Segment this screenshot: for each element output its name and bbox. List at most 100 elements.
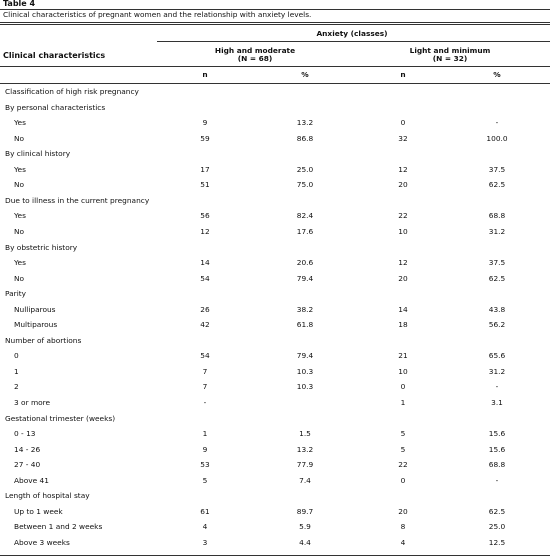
cell: 26	[200, 304, 210, 314]
rule	[0, 9, 550, 10]
cell: 13.2	[296, 444, 314, 454]
cell: 56	[200, 211, 210, 221]
cell: 1.5	[299, 429, 311, 439]
cell: -	[495, 118, 499, 128]
section-label: Number of abortions	[5, 335, 82, 345]
cell: 10	[398, 226, 408, 236]
cell: -	[203, 398, 207, 407]
section-label: Parity	[5, 289, 27, 299]
column-header: n	[400, 70, 406, 79]
cell: 53	[200, 460, 210, 470]
cell: 9	[202, 118, 208, 128]
section-label: Length of hospital stay	[5, 491, 90, 501]
row-label: Up to 1 week	[14, 506, 63, 516]
group-name: High and moderate	[214, 46, 296, 55]
cell: 0	[400, 118, 406, 128]
table-label: Table 4	[3, 0, 36, 8]
rule	[0, 66, 550, 67]
rule	[0, 24, 550, 25]
cell: 61.8	[296, 320, 314, 330]
cell: 25.0	[296, 164, 314, 174]
cell: 62.5	[488, 273, 506, 283]
cell: 10.3	[296, 382, 314, 392]
cell: 79.4	[296, 351, 314, 361]
cell: 79.4	[296, 273, 314, 283]
cell: 7	[202, 366, 208, 376]
row-label: No	[14, 180, 25, 190]
cell: 15.6	[488, 444, 506, 454]
row-label: 1	[14, 366, 19, 376]
cell: 22	[398, 211, 408, 221]
row-label: 27 - 40	[14, 460, 41, 470]
cell: 65.6	[488, 351, 506, 361]
section-label: Classification of high risk pregnancy	[5, 87, 139, 96]
cell: 86.8	[296, 133, 314, 143]
cell: 10.3	[296, 366, 314, 376]
section-label: By clinical history	[5, 149, 71, 159]
cell: 37.5	[488, 164, 506, 174]
cell: 25.0	[488, 522, 506, 532]
cell: 51	[200, 180, 210, 190]
cell: 20.6	[296, 258, 314, 268]
cell: 61	[200, 506, 210, 516]
cell: 14	[200, 258, 210, 268]
cell: 13.2	[296, 118, 314, 128]
section-label: By obstetric history	[5, 242, 78, 252]
column-header: n	[202, 70, 208, 79]
cell: 62.5	[488, 506, 506, 516]
cell: 54	[200, 273, 210, 283]
cell: 4	[400, 537, 406, 547]
row-label: Above 41	[14, 475, 49, 485]
cell: 38.2	[296, 304, 314, 314]
caption: Clinical characteristics of pregnant wom…	[3, 10, 312, 19]
cell: 62.5	[488, 180, 506, 190]
row-label: 0 - 13	[14, 429, 36, 439]
cell: 32	[398, 133, 408, 143]
row-label: No	[14, 226, 25, 236]
stub-header: Clinical characteristics	[3, 51, 106, 60]
row-label: Yes	[14, 164, 26, 174]
cell: 12	[398, 164, 408, 174]
row-label: Yes	[14, 258, 26, 268]
cell: 14	[398, 304, 408, 314]
cell: 37.5	[488, 258, 506, 268]
cell: 68.8	[488, 211, 506, 221]
spanner: Anxiety (classes)	[316, 29, 388, 38]
cell: 82.4	[296, 211, 314, 221]
cell: 12	[200, 226, 210, 236]
cell: 12.5	[488, 537, 506, 547]
section-label: Due to illness in the current pregnancy	[5, 195, 150, 205]
cell: 31.2	[488, 366, 506, 376]
group-size: (N = 68)	[237, 54, 273, 63]
cell: 77.9	[296, 460, 314, 470]
cell: 8	[400, 522, 406, 532]
cell: 7.4	[299, 475, 311, 485]
cell: 4	[202, 522, 208, 532]
cell: 1	[400, 398, 406, 407]
column-header: %	[301, 70, 309, 79]
cell: 22	[398, 460, 408, 470]
cell: 20	[398, 506, 408, 516]
cell: 43.8	[488, 304, 506, 314]
cell: 3	[202, 537, 208, 547]
row-label: No	[14, 133, 25, 143]
cell: -	[495, 475, 499, 485]
cell: 17.6	[296, 226, 314, 236]
group-name: Light and minimum	[409, 46, 491, 55]
row-label: 2	[14, 382, 19, 392]
row-label: Above 3 weeks	[14, 537, 70, 547]
cell: 20	[398, 273, 408, 283]
cell: 42	[200, 320, 210, 330]
cell: 1	[202, 429, 208, 439]
column-header: %	[493, 70, 501, 79]
section-label: By personal characteristics	[5, 102, 106, 112]
cell: 0	[400, 475, 406, 485]
rule	[0, 83, 550, 84]
cell: 10	[398, 366, 408, 376]
cell: 54	[200, 351, 210, 361]
group-size: (N = 32)	[432, 54, 468, 63]
cell: 75.0	[296, 180, 314, 190]
cell: 5	[400, 429, 406, 439]
cell: 3.1	[491, 398, 503, 407]
cell: 89.7	[296, 506, 314, 516]
